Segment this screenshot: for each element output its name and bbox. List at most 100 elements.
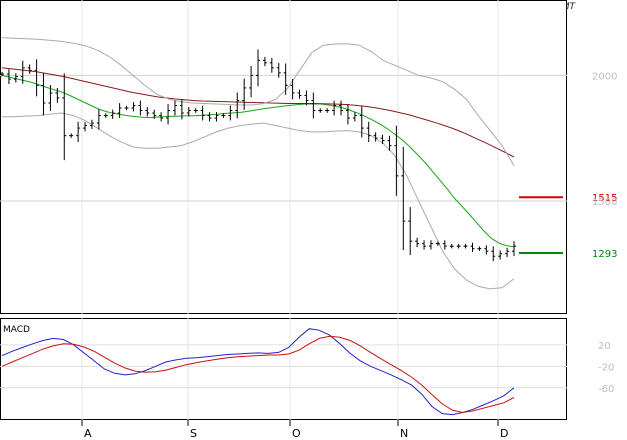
marker-label-0: 1515 (592, 193, 617, 204)
price-bar-70 (484, 245, 489, 255)
price-bar-61 (422, 240, 427, 250)
x-tick-label-0: A (84, 427, 92, 440)
price-bar-17 (117, 103, 122, 118)
marker-label-1: 1293 (592, 249, 617, 260)
macd-line-macd-0 (1, 328, 515, 416)
price-bar-0 (0, 71, 4, 77)
series-line-ma50-1 (1, 67, 515, 158)
price-bar-18 (124, 105, 129, 111)
price-bar-3 (20, 60, 25, 84)
price-y-tick-0: 2000 (592, 71, 617, 82)
price-bar-29 (200, 105, 205, 121)
macd-y-tick-0: 20 (598, 341, 611, 352)
price-bar-28 (193, 108, 198, 113)
series-line-bbands-2 (1, 37, 515, 167)
price-bar-53 (366, 121, 371, 143)
price-y-tick-1: 1500 (592, 197, 617, 208)
price-bar-33 (228, 105, 233, 121)
price-bar-32 (221, 113, 226, 118)
price-bar-5 (34, 59, 39, 97)
price-bar-51 (352, 112, 357, 122)
price-bar-2 (13, 73, 18, 83)
macd-gridlines (0, 318, 567, 420)
price-bar-31 (214, 112, 219, 122)
price-panel: 1515 1293 2000 1500 (0, 0, 617, 314)
price-bar-43 (297, 89, 302, 99)
price-bar-40 (276, 62, 281, 78)
price-bar-26 (179, 99, 184, 120)
price-series-lines (1, 37, 515, 290)
price-bar-8 (55, 88, 60, 103)
macd-series-lines (1, 328, 515, 416)
price-bar-41 (283, 63, 288, 95)
price-bar-56 (387, 135, 392, 151)
price-bar-1 (6, 69, 11, 85)
price-bar-35 (242, 78, 247, 110)
price-bar-27 (186, 107, 191, 117)
price-bar-50 (345, 104, 350, 125)
x-tick-label-4: D (500, 427, 508, 440)
price-bar-60 (415, 237, 420, 248)
price-bar-68 (470, 242, 475, 253)
price-bar-24 (166, 104, 171, 125)
price-bar-11 (76, 121, 81, 143)
macd-y-axis: 20 -20 -60 (598, 341, 614, 395)
price-bar-55 (380, 134, 385, 145)
price-bar-49 (339, 100, 344, 116)
price-gridlines (0, 0, 567, 314)
macd-y-tick-1: -20 (598, 362, 614, 373)
price-bar-37 (256, 49, 260, 87)
price-bar-25 (172, 100, 177, 116)
price-bar-54 (373, 132, 378, 142)
price-bar-57 (394, 125, 399, 196)
price-bar-23 (159, 112, 164, 122)
price-bar-58 (401, 146, 406, 251)
price-bar-64 (442, 240, 447, 250)
macd-panel: 20 -20 -60 MACD (0, 318, 614, 420)
price-bar-73 (505, 247, 510, 258)
price-bar-63 (435, 241, 440, 246)
x-tick-label-1: S (190, 427, 197, 440)
macd-y-tick-2: -60 (598, 384, 614, 395)
price-bar-46 (318, 108, 323, 113)
price-bar-20 (138, 100, 143, 116)
macd-title: MACD (3, 325, 30, 335)
price-bar-30 (207, 112, 212, 122)
price-bar-74 (512, 241, 516, 257)
series-line-bbands-3 (2, 112, 515, 290)
price-bar-71 (491, 246, 496, 262)
price-bar-7 (48, 85, 53, 111)
price-bar-22 (152, 109, 157, 119)
x-tick-label-2: O (292, 427, 301, 440)
price-bar-47 (325, 108, 330, 113)
price-bar-14 (96, 109, 101, 130)
price-bar-72 (498, 250, 503, 260)
price-plot-area (0, 0, 567, 314)
price-bar-39 (269, 57, 274, 73)
price-bars (0, 49, 516, 262)
series-line-ma20-0 (1, 74, 515, 248)
price-bar-42 (290, 79, 295, 100)
price-bar-10 (69, 133, 74, 138)
price-bar-36 (249, 65, 254, 98)
price-bar-69 (477, 246, 482, 251)
price-bar-21 (145, 107, 150, 117)
price-bar-66 (456, 243, 461, 249)
macd-line-signal-1 (1, 335, 515, 414)
price-bar-34 (235, 92, 240, 119)
price-bar-9 (62, 73, 67, 161)
price-bar-19 (131, 102, 136, 112)
price-bar-45 (311, 92, 316, 119)
price-bar-4 (27, 64, 32, 74)
price-bar-48 (332, 100, 337, 116)
price-bar-6 (41, 72, 46, 116)
price-bar-16 (110, 109, 115, 119)
price-bar-13 (89, 119, 94, 129)
price-bar-62 (428, 240, 433, 250)
price-bar-59 (408, 207, 413, 256)
macd-plot-area (0, 318, 567, 420)
price-bar-52 (359, 106, 364, 138)
price-bar-15 (103, 113, 108, 118)
